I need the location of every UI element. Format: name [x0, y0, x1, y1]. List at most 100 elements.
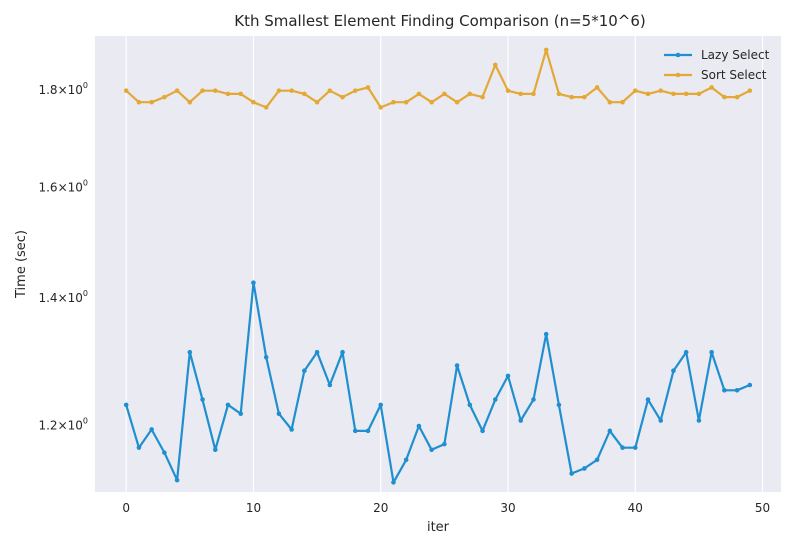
x-axis-label: iter: [427, 520, 450, 535]
data-point: [543, 331, 549, 337]
grid: [125, 36, 764, 492]
y-axis-label: Time (sec): [14, 230, 29, 299]
x-tick-label: 30: [500, 501, 515, 515]
data-point: [492, 397, 498, 402]
data-point: [442, 91, 447, 97]
data-point: [531, 91, 536, 97]
data-point: [505, 88, 511, 93]
data-point: [582, 466, 587, 471]
data-point: [671, 368, 676, 373]
data-point: [429, 99, 434, 105]
data-point: [352, 88, 358, 93]
data-point: [251, 280, 256, 286]
data-point: [289, 427, 294, 432]
data-point: [276, 88, 282, 93]
data-point: [645, 91, 651, 97]
data-point: [200, 88, 205, 93]
data-point: [162, 450, 167, 455]
legend-marker: [675, 52, 681, 58]
legend-label: Sort Select: [701, 68, 767, 82]
data-point: [569, 94, 574, 100]
data-point: [149, 99, 154, 105]
data-point: [238, 411, 244, 416]
data-point: [149, 427, 154, 432]
legend-marker: [675, 72, 681, 78]
data-point: [594, 457, 600, 463]
data-point: [671, 91, 676, 97]
legend: Lazy Select Sort Select: [664, 48, 770, 82]
data-point: [632, 445, 638, 450]
series-layer: [123, 47, 753, 485]
data-point: [365, 85, 371, 90]
data-point: [276, 411, 282, 416]
data-point: [314, 349, 320, 355]
data-point: [263, 105, 269, 110]
data-point: [734, 387, 740, 393]
legend-label: Lazy Select: [701, 48, 770, 62]
data-point: [327, 88, 333, 93]
data-point: [734, 94, 740, 100]
data-point: [645, 397, 651, 402]
data-point: [429, 447, 434, 453]
data-point: [162, 94, 167, 100]
data-point: [518, 91, 524, 97]
data-point: [123, 402, 129, 408]
data-point: [302, 91, 307, 97]
data-point: [365, 428, 371, 434]
data-point: [454, 99, 460, 105]
data-point: [314, 99, 320, 105]
data-point: [620, 99, 625, 105]
data-point: [620, 445, 625, 450]
data-point: [340, 349, 345, 355]
data-point: [594, 85, 600, 90]
data-point: [607, 99, 613, 105]
data-point: [722, 387, 727, 393]
data-point: [607, 428, 613, 434]
data-point: [212, 88, 218, 93]
y-tick-label: 1.8×100: [38, 81, 88, 97]
data-point: [683, 91, 689, 97]
data-point: [658, 88, 664, 93]
data-point: [352, 428, 358, 434]
data-point: [569, 471, 574, 476]
x-tick-label: 0: [122, 501, 130, 515]
data-point: [747, 88, 753, 93]
x-tick-label: 10: [246, 501, 261, 515]
data-point: [391, 99, 396, 105]
data-point: [543, 47, 549, 53]
data-point: [709, 349, 714, 355]
data-point: [480, 94, 485, 100]
data-point: [238, 91, 244, 97]
data-point: [225, 91, 231, 97]
y-tick-label: 1.2×100: [38, 416, 88, 432]
plot-area: [95, 36, 781, 492]
x-tick-label: 50: [755, 501, 770, 515]
data-point: [442, 441, 447, 447]
data-point: [378, 402, 384, 408]
x-tick-label: 40: [628, 501, 643, 515]
data-point: [467, 402, 473, 408]
data-point: [391, 480, 396, 485]
data-point: [340, 94, 345, 100]
data-point: [200, 397, 205, 402]
data-point: [263, 354, 269, 360]
data-point: [123, 88, 129, 93]
data-point: [556, 91, 562, 97]
data-point: [505, 373, 511, 379]
data-point: [480, 428, 485, 434]
data-point: [187, 349, 193, 355]
x-ticks: 0 10 20 30 40 50: [122, 501, 770, 515]
data-point: [174, 88, 180, 93]
y-tick-label: 1.6×100: [38, 179, 88, 195]
data-point: [302, 368, 307, 373]
data-point: [212, 447, 218, 453]
data-point: [658, 418, 664, 423]
data-point: [174, 477, 180, 483]
data-point: [722, 94, 727, 100]
x-tick-label: 20: [373, 501, 388, 515]
data-point: [416, 423, 422, 429]
data-point: [492, 62, 498, 68]
data-point: [556, 402, 562, 408]
data-point: [467, 91, 473, 97]
